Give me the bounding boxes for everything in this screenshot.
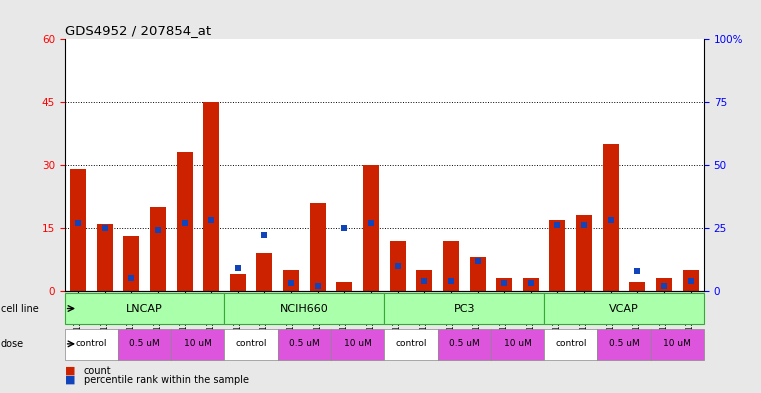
Text: control: control [75,340,107,348]
Text: control: control [555,340,587,348]
Bar [651,329,704,360]
Bar [544,329,597,360]
Bar [496,278,512,291]
Bar [230,274,246,291]
Text: ■: ■ [65,375,75,385]
Text: count: count [84,366,111,376]
Bar [177,152,193,291]
Bar [603,144,619,291]
Text: VCAP: VCAP [609,303,639,314]
Text: 0.5 uM: 0.5 uM [449,340,479,348]
Text: cell line: cell line [1,303,39,314]
Bar [331,329,384,360]
Text: percentile rank within the sample: percentile rank within the sample [84,375,249,385]
Bar [150,207,166,291]
Bar [65,293,224,325]
Bar [416,270,432,291]
Text: 10 uM: 10 uM [344,340,371,348]
Bar [70,169,86,291]
Text: NCIH660: NCIH660 [280,303,329,314]
Text: LNCAP: LNCAP [126,303,163,314]
Bar [523,278,539,291]
Bar [683,270,699,291]
Text: 0.5 uM: 0.5 uM [289,340,320,348]
Text: control: control [395,340,427,348]
Text: 10 uM: 10 uM [504,340,531,348]
Bar [363,165,379,291]
Bar [438,329,491,360]
Bar [443,241,459,291]
Bar [549,220,565,291]
Bar [390,241,406,291]
Text: GDS4952 / 207854_at: GDS4952 / 207854_at [65,24,211,37]
Bar [336,283,352,291]
Bar [656,278,672,291]
Bar [171,329,224,360]
Bar [283,270,299,291]
Bar [597,329,651,360]
Bar [123,236,139,291]
Text: PC3: PC3 [454,303,475,314]
Bar [310,203,326,291]
Bar [384,293,544,325]
Text: dose: dose [1,339,24,349]
Text: 10 uM: 10 uM [664,340,691,348]
Bar [118,329,171,360]
Bar [278,329,331,360]
Bar [224,293,384,325]
Text: ■: ■ [65,366,75,376]
Bar [629,283,645,291]
Text: 10 uM: 10 uM [184,340,212,348]
Bar [203,102,219,291]
Bar [97,224,113,291]
Text: control: control [235,340,267,348]
Bar [256,253,272,291]
Text: 0.5 uM: 0.5 uM [129,340,160,348]
Bar [576,215,592,291]
Bar [544,293,704,325]
Bar [491,329,544,360]
Text: 0.5 uM: 0.5 uM [609,340,639,348]
Bar [65,329,118,360]
Bar [384,329,438,360]
Bar [470,257,486,291]
Bar [224,329,278,360]
